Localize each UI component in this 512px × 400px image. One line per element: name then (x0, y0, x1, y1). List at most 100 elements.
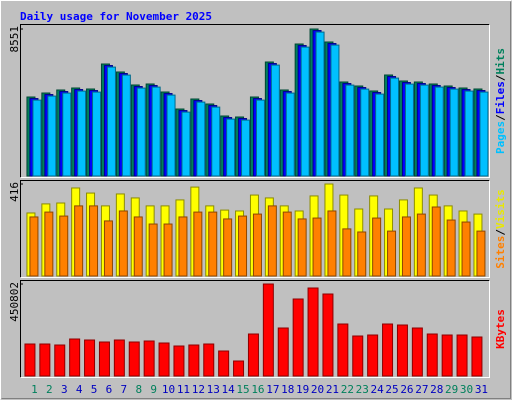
bar (59, 215, 69, 277)
legend: Sites/Visits (494, 189, 507, 269)
bar (89, 205, 99, 277)
legend-entry: Files (494, 81, 507, 114)
bar (360, 88, 370, 177)
x-tick-label: 7 (121, 383, 128, 396)
bar (441, 334, 453, 377)
bar (166, 94, 176, 177)
bar (247, 333, 259, 377)
panel-border-light (20, 280, 490, 378)
x-tick-label: 25 (385, 383, 398, 396)
bar (69, 338, 81, 377)
bar (267, 205, 277, 277)
bar (188, 344, 200, 377)
x-tick-label: 20 (311, 383, 324, 396)
bar (148, 223, 158, 277)
bar (106, 66, 116, 177)
bar (163, 223, 173, 277)
bar (297, 218, 307, 277)
bar (24, 343, 36, 377)
x-tick-label: 17 (266, 383, 279, 396)
bar (252, 213, 262, 277)
x-tick-label: 23 (356, 383, 369, 396)
x-tick-label: 3 (61, 383, 68, 396)
bar (375, 93, 385, 177)
bar (158, 342, 170, 377)
bar (390, 77, 400, 177)
panel-border-dark (20, 24, 490, 178)
bar (352, 335, 364, 377)
bar (136, 87, 146, 177)
bar (461, 221, 471, 277)
bar (133, 216, 143, 277)
bar (396, 324, 408, 377)
x-tick-label: 6 (106, 383, 113, 396)
x-tick-label: 4 (76, 383, 83, 396)
bar (143, 340, 155, 377)
bar (476, 230, 486, 277)
bar (337, 323, 349, 377)
legend: KBytes (494, 309, 507, 349)
x-tick-label: 30 (460, 383, 473, 396)
panel-border-dark (20, 280, 490, 378)
x-tick-label: 27 (415, 383, 428, 396)
bar (479, 91, 489, 177)
x-tick-label: 8 (135, 383, 142, 396)
bar (404, 83, 414, 177)
bar (62, 92, 72, 177)
bar (113, 339, 125, 377)
panel-border-dark (20, 180, 490, 278)
x-tick-label: 18 (281, 383, 294, 396)
bar (330, 44, 340, 177)
bar (367, 334, 379, 377)
bar (464, 90, 474, 177)
x-tick-label: 22 (341, 383, 354, 396)
bar (387, 230, 397, 277)
legend-entry: KBytes (494, 309, 507, 349)
x-tick-label: 19 (296, 383, 309, 396)
x-tick-label: 15 (236, 383, 249, 396)
legend-entry: Sites (494, 236, 507, 269)
bar (118, 210, 128, 277)
bar (282, 211, 292, 277)
panel-border-light (20, 24, 490, 178)
x-tick-label: 9 (150, 383, 157, 396)
y-tick-label: 8551 (8, 26, 21, 53)
bar (315, 31, 325, 177)
y-tick-label: 416 (8, 182, 21, 202)
bar (211, 106, 221, 177)
bar (270, 64, 280, 177)
legend: Pages/Files/Hits (494, 48, 507, 154)
bar (322, 293, 334, 377)
bar (262, 283, 274, 377)
bar (29, 216, 39, 277)
bar (98, 341, 110, 377)
x-tick-label: 21 (326, 383, 339, 396)
bar (226, 118, 236, 177)
bar (193, 211, 203, 277)
bar (238, 215, 248, 277)
x-tick-label: 29 (445, 383, 458, 396)
x-tick-label: 31 (475, 383, 488, 396)
x-tick-label: 26 (400, 383, 413, 396)
bar (103, 220, 113, 277)
bar (39, 343, 51, 377)
legend-entry: Pages (494, 121, 507, 154)
bar (300, 46, 310, 177)
legend-separator: / (494, 114, 507, 121)
bar (382, 323, 394, 377)
bar (327, 210, 337, 277)
x-tick-label: 16 (251, 383, 264, 396)
bar (255, 99, 265, 177)
legend-entry: Visits (494, 189, 507, 229)
x-tick-label: 10 (162, 383, 175, 396)
bar (357, 231, 367, 277)
bar (32, 99, 42, 177)
bar (446, 219, 456, 277)
bar (241, 119, 251, 177)
bar (434, 86, 444, 177)
bar (416, 213, 426, 277)
bar (128, 341, 140, 377)
